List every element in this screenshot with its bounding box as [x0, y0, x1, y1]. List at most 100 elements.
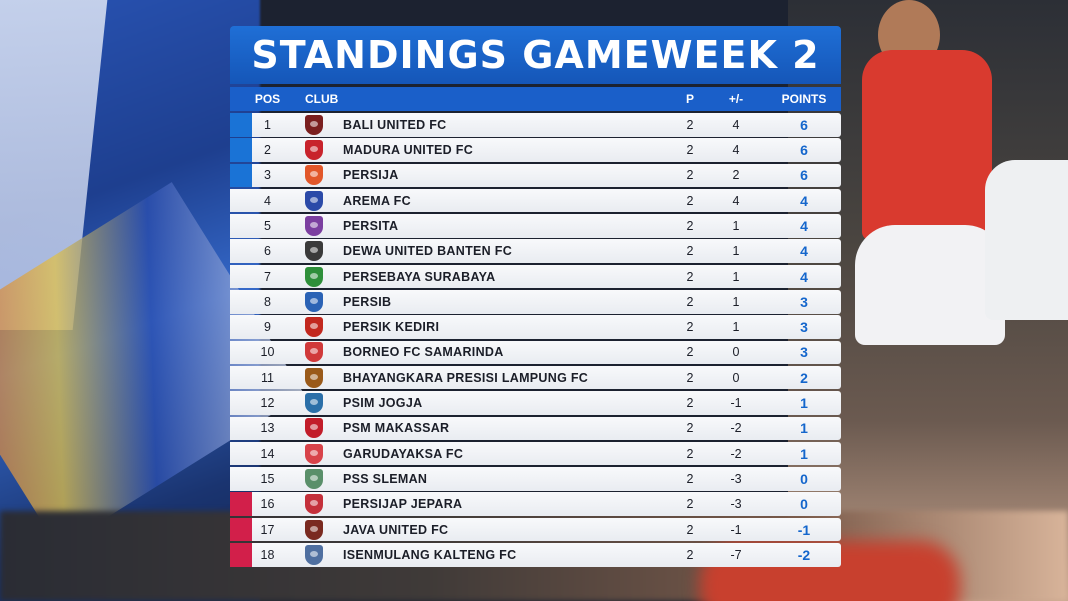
persijap-crest-icon — [305, 494, 323, 515]
header-goal-difference: +/- — [728, 92, 744, 106]
dewa-united-crest-icon — [305, 241, 323, 262]
row-position: 7 — [264, 269, 271, 284]
row-points: 4 — [800, 243, 808, 260]
table-row: 13 PSM MAKASSAR 2 -2 1 — [230, 416, 841, 441]
row-club-name: JAVA UNITED FC — [343, 522, 449, 537]
header-points: POINTS — [781, 92, 827, 106]
table-row: 12 PSIM JOGJA 2 -1 1 — [230, 391, 841, 415]
zone-marker — [230, 391, 252, 415]
row-club-name: DEWA UNITED BANTEN FC — [343, 244, 513, 259]
row-position: 5 — [264, 218, 271, 233]
zone-marker — [230, 517, 252, 542]
row-club-name: MADURA UNITED FC — [343, 143, 474, 158]
row-club-name: PSIM JOGJA — [343, 396, 423, 411]
row-goal-difference: -2 — [730, 446, 742, 461]
row-crest-cell — [305, 418, 343, 439]
zone-marker — [230, 265, 252, 289]
row-played: 2 — [686, 143, 694, 158]
row-goal-difference: 1 — [732, 218, 740, 233]
standings-panel: STANDINGS GAMEWEEK 2 POS CLUB P +/- POIN… — [230, 26, 841, 568]
fan-white-shirt — [855, 225, 1005, 345]
row-played: 2 — [686, 320, 694, 335]
bhayangkara-crest-icon — [305, 367, 323, 388]
zone-marker — [230, 341, 252, 365]
row-position: 13 — [260, 421, 275, 436]
zone-marker — [230, 366, 252, 390]
row-played: 2 — [686, 370, 694, 385]
standings-table: 1 BALI UNITED FC 2 4 6 2 MADURA UNITED FC 2 4 6 3 P… — [230, 113, 841, 567]
zone-marker — [230, 239, 252, 263]
row-position: 11 — [261, 370, 274, 385]
fan-red-shirt — [862, 50, 992, 240]
row-goal-difference: 4 — [732, 143, 740, 158]
row-points: 2 — [800, 369, 808, 386]
row-position: 2 — [264, 143, 271, 158]
zone-marker — [230, 214, 252, 238]
row-played: 2 — [686, 218, 694, 233]
table-row: 2 MADURA UNITED FC 2 4 6 — [230, 138, 841, 162]
table-row: 3 PERSIJA 2 2 6 — [230, 163, 841, 188]
header-club: CLUB — [305, 92, 339, 106]
zone-marker — [230, 417, 252, 441]
row-points: 1 — [800, 395, 808, 412]
table-row: 17 JAVA UNITED FC 2 -1 -1 — [230, 517, 841, 542]
madura-united-crest-icon — [305, 140, 323, 161]
table-row: 1 BALI UNITED FC 2 4 6 — [230, 113, 841, 137]
table-row: 14 GARUDAYAKSA FC 2 -2 1 — [230, 441, 841, 466]
row-crest-cell — [305, 494, 343, 515]
row-goal-difference: -7 — [730, 547, 742, 562]
row-position: 3 — [264, 168, 271, 183]
row-points: 0 — [800, 496, 808, 513]
row-crest-cell — [305, 165, 343, 186]
row-played: 2 — [686, 396, 694, 411]
row-crest-cell — [305, 190, 343, 211]
persib-crest-icon — [305, 291, 323, 312]
row-goal-difference: 4 — [732, 193, 740, 208]
row-points: 6 — [800, 142, 808, 159]
row-goal-difference: 2 — [732, 168, 740, 183]
row-club-name: ISENMULANG KALTENG FC — [343, 547, 517, 562]
row-crest-cell — [305, 544, 343, 565]
row-goal-difference: -2 — [730, 421, 742, 436]
garudayaksa-crest-icon — [305, 443, 323, 464]
row-points: 3 — [800, 319, 808, 336]
header-pos: POS — [254, 92, 281, 106]
table-row: 8 PERSIB 2 1 3 — [230, 290, 841, 314]
row-points: 1 — [800, 420, 808, 437]
row-points: -1 — [797, 521, 811, 538]
row-points: 4 — [800, 192, 808, 209]
row-played: 2 — [686, 471, 694, 486]
row-played: 2 — [686, 522, 694, 537]
zone-marker — [230, 189, 252, 213]
row-played: 2 — [686, 345, 694, 360]
row-crest-cell — [305, 519, 343, 540]
row-goal-difference: -1 — [730, 396, 742, 411]
row-goal-difference: 0 — [732, 345, 740, 360]
zone-marker — [230, 113, 252, 137]
page-title: STANDINGS GAMEWEEK 2 — [251, 33, 820, 77]
row-club-name: BHAYANGKARA PRESISI LAMPUNG FC — [343, 370, 589, 385]
zone-marker — [230, 543, 252, 567]
row-points: 0 — [800, 470, 808, 487]
psm-crest-icon — [305, 418, 323, 439]
row-club-name: BORNEO FC SAMARINDA — [343, 345, 504, 360]
arema-crest-icon — [305, 190, 323, 211]
row-crest-cell — [305, 367, 343, 388]
row-points: 4 — [800, 217, 808, 234]
row-played: 2 — [686, 497, 694, 512]
row-points: 4 — [800, 268, 808, 285]
row-position: 15 — [260, 471, 275, 486]
table-row: 18 ISENMULANG KALTENG FC 2 -7 -2 — [230, 543, 841, 567]
row-club-name: GARUDAYAKSA FC — [343, 446, 464, 461]
row-position: 6 — [264, 244, 271, 259]
table-header: POS CLUB P +/- POINTS — [230, 87, 841, 111]
persija-crest-icon — [305, 165, 323, 186]
java-united-crest-icon — [305, 519, 323, 540]
row-position: 9 — [264, 320, 271, 335]
table-row: 11 BHAYANGKARA PRESISI LAMPUNG FC 2 0 2 — [230, 365, 841, 390]
row-points: -2 — [797, 546, 811, 563]
row-played: 2 — [686, 269, 694, 284]
row-points: 3 — [800, 293, 808, 310]
row-crest-cell — [305, 291, 343, 312]
